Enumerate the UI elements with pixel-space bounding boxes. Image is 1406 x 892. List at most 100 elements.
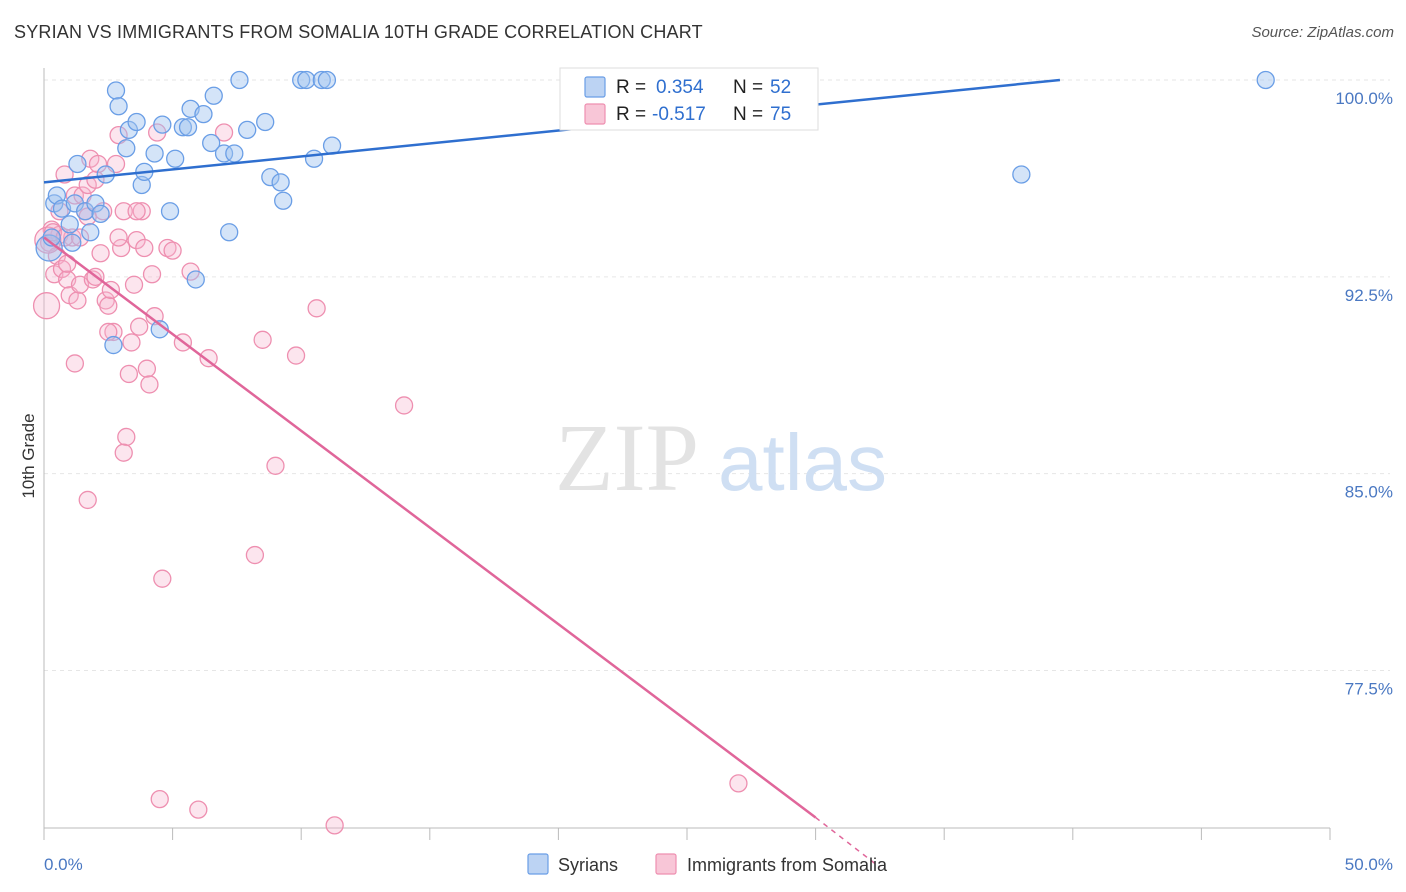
syrians-point xyxy=(317,70,337,90)
somalia-point xyxy=(114,202,133,221)
syrians-point xyxy=(42,228,61,247)
somalia-point xyxy=(86,170,105,189)
syrians-point xyxy=(1256,70,1275,90)
syrians-point xyxy=(214,144,234,163)
somalia-point xyxy=(124,275,144,294)
somalia-point xyxy=(130,317,149,336)
legend-n-label-1: N = xyxy=(733,77,763,98)
somalia-point xyxy=(122,333,141,352)
syrians-point xyxy=(127,112,146,132)
somalia-point xyxy=(32,292,61,320)
somalia-point xyxy=(68,291,87,310)
syrians-point xyxy=(106,81,126,100)
series-legend-somalia-label: Immigrants from Somalia xyxy=(687,855,888,875)
gridlines xyxy=(44,79,1390,672)
x-tick-label-max: 50.0% xyxy=(1345,855,1393,874)
source-label: Source: ZipAtlas.com xyxy=(1251,24,1394,41)
syrians-point xyxy=(297,70,316,90)
syrians-point xyxy=(86,194,105,213)
somalia-point xyxy=(114,443,133,462)
y-tick-label: 92.5% xyxy=(1345,286,1393,305)
legend-somalia-swatch xyxy=(584,103,606,125)
syrians-point xyxy=(220,223,239,242)
syrians-point xyxy=(60,215,79,234)
legend-syrians-swatch xyxy=(584,76,606,98)
correlation-legend: R = 0.354 N = 52 R = -0.517 N = 75 xyxy=(559,67,819,131)
somalia-point xyxy=(158,238,177,258)
somalia-point xyxy=(266,456,285,475)
syrians-points xyxy=(35,70,1275,355)
somalia-point xyxy=(109,228,128,247)
series-legend-somalia-swatch xyxy=(655,853,677,875)
somalia-point xyxy=(150,789,169,809)
syrians-point xyxy=(274,191,293,210)
legend-n-value-2: 75 xyxy=(770,104,791,125)
somalia-point xyxy=(65,354,85,373)
y-tick-label: 77.5% xyxy=(1345,680,1393,699)
watermark-atlas: atlas xyxy=(718,418,887,507)
somalia-point xyxy=(135,238,154,258)
syrians-point xyxy=(230,70,249,90)
somalia-point xyxy=(112,238,131,258)
x-axis-ticks xyxy=(43,828,1331,840)
legend-r-label-2: R = xyxy=(616,104,646,125)
somalia-point xyxy=(325,816,344,835)
legend-r-value-1: 0.354 xyxy=(656,77,704,98)
syrians-point xyxy=(261,167,280,187)
somalia-point xyxy=(78,490,97,510)
syrians-point xyxy=(104,335,123,355)
syrians-point xyxy=(312,70,331,90)
syrians-point xyxy=(109,97,128,116)
somalia-point xyxy=(140,375,159,394)
syrians-point xyxy=(91,204,110,224)
somalia-point xyxy=(142,265,162,284)
somalia-point xyxy=(57,254,77,273)
somalia-point xyxy=(153,569,172,588)
somalia-point xyxy=(189,800,208,819)
somalia-point xyxy=(117,427,136,447)
syrians-point xyxy=(63,233,82,252)
somalia-point xyxy=(52,259,72,279)
y-tick-labels: 100.0% 92.5% 85.0% 77.5% xyxy=(1335,89,1393,699)
syrians-point xyxy=(68,154,87,174)
syrians-trend-line xyxy=(43,78,1061,184)
syrians-point xyxy=(145,144,164,163)
somalia-point xyxy=(132,202,151,221)
syrians-point xyxy=(81,223,100,242)
somalia-point xyxy=(214,123,234,142)
y-axis-label: 10th Grade xyxy=(19,413,38,498)
somalia-trend-extension xyxy=(815,816,881,868)
trend-lines xyxy=(43,78,1061,868)
watermark-zip: ZIP xyxy=(555,404,699,511)
legend-n-value-1: 52 xyxy=(770,77,791,98)
syrians-point xyxy=(35,234,63,262)
x-tick-label-min: 0.0% xyxy=(44,855,83,874)
syrians-point xyxy=(292,70,311,90)
syrians-point xyxy=(304,149,324,168)
somalia-trend-line xyxy=(43,236,817,819)
syrians-point xyxy=(204,86,223,105)
syrians-point xyxy=(238,120,257,140)
series-legend-syrians-label: Syrians xyxy=(558,855,618,875)
somalia-point xyxy=(104,322,123,342)
somalia-point xyxy=(729,774,748,793)
somalia-point xyxy=(394,396,414,415)
somalia-point xyxy=(127,202,146,221)
syrians-point xyxy=(256,112,275,132)
syrians-point xyxy=(271,173,290,192)
syrians-point xyxy=(160,202,180,221)
y-tick-label: 100.0% xyxy=(1335,89,1393,108)
somalia-point xyxy=(245,545,265,565)
syrians-point xyxy=(178,118,198,137)
series-legend-syrians-swatch xyxy=(527,853,549,875)
somalia-point xyxy=(119,364,139,384)
series-legend: Syrians Immigrants from Somalia xyxy=(527,853,888,875)
syrians-point xyxy=(202,133,221,153)
somalia-point xyxy=(307,299,326,318)
somalia-point xyxy=(286,346,306,365)
syrians-point xyxy=(194,104,213,124)
legend-r-value-2: -0.517 xyxy=(652,104,706,125)
somalia-points xyxy=(32,123,748,835)
syrians-point xyxy=(186,270,205,289)
